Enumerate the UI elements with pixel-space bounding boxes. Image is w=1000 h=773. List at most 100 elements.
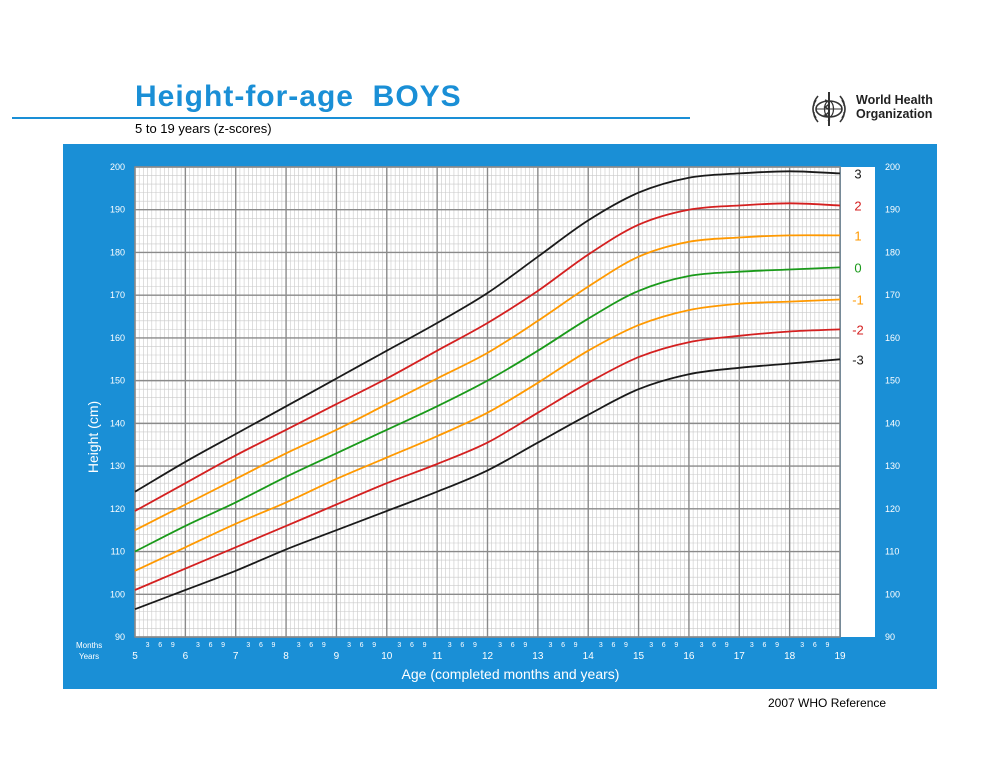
month-tick-label: 3 (498, 642, 502, 649)
month-tick-label: 6 (360, 642, 364, 649)
y-tick-label-left: 170 (110, 290, 125, 300)
years-row-label: Years (79, 652, 99, 661)
year-tick-label: 12 (482, 651, 494, 662)
month-tick-label: 3 (750, 642, 754, 649)
who-logo: World Health Organization (808, 88, 948, 130)
y-tick-label-left: 90 (115, 632, 125, 642)
reference-note: 2007 WHO Reference (768, 696, 887, 710)
months-row-label: Months (76, 641, 102, 650)
month-tick-label: 3 (649, 642, 653, 649)
year-tick-label: 7 (233, 651, 239, 662)
y-tick-label-right: 170 (885, 290, 900, 300)
year-tick-label: 18 (784, 651, 796, 662)
curve-zminus3 (134, 358, 841, 611)
y-tick-label-right: 140 (885, 418, 900, 428)
month-tick-label: 3 (548, 642, 552, 649)
month-tick-label: 3 (800, 642, 804, 649)
y-tick-label-right: 90 (885, 632, 895, 642)
y-tick-label-right: 110 (885, 547, 899, 557)
y-tick-label-left: 140 (110, 418, 125, 428)
y-tick-label-left: 120 (110, 504, 125, 514)
y-tick-label-left: 180 (110, 247, 125, 257)
y-tick-label-right: 180 (885, 247, 900, 257)
curve-label-strip (841, 167, 875, 637)
month-tick-label: 9 (674, 642, 678, 649)
year-tick-label: 11 (432, 651, 443, 662)
who-logo-line-1: World Health (856, 93, 933, 107)
y-tick-label-left: 200 (110, 162, 125, 172)
month-tick-label: 6 (158, 642, 162, 649)
month-tick-label: 3 (347, 642, 351, 649)
month-tick-label: 9 (272, 642, 276, 649)
year-tick-label: 14 (583, 651, 595, 662)
y-tick-label-left: 100 (110, 589, 125, 599)
month-tick-label: 3 (448, 642, 452, 649)
who-emblem-icon (812, 92, 846, 126)
month-tick-label: 3 (297, 642, 301, 649)
curve-label-z3: 3 (854, 166, 861, 181)
x-axis-title: Age (completed months and years) (402, 666, 620, 682)
y-tick-label-right: 120 (885, 504, 900, 514)
y-tick-label-right: 200 (885, 162, 900, 172)
curve-z0 (134, 266, 841, 553)
month-tick-label: 6 (511, 642, 515, 649)
month-tick-label: 9 (322, 642, 326, 649)
month-tick-label: 9 (423, 642, 427, 649)
y-tick-label-right: 190 (885, 205, 900, 215)
month-tick-label: 9 (624, 642, 628, 649)
curve-z2 (134, 202, 841, 512)
page-title: Height-for-age BOYS (135, 80, 462, 113)
year-tick-label: 15 (633, 651, 645, 662)
month-tick-label: 6 (763, 642, 767, 649)
month-tick-label: 3 (599, 642, 603, 649)
month-tick-label: 9 (171, 642, 175, 649)
month-tick-label: 6 (259, 642, 263, 649)
y-axis-title: Height (cm) (85, 401, 101, 473)
y-tick-label-left: 160 (110, 333, 125, 343)
curve-label-zminus2: -2 (852, 322, 864, 337)
month-tick-label: 3 (700, 642, 704, 649)
page-subtitle: 5 to 19 years (z-scores) (135, 121, 272, 136)
y-tick-label-right: 150 (885, 376, 900, 386)
y-tick-label-left: 190 (110, 205, 125, 215)
year-tick-label: 19 (834, 651, 846, 662)
month-tick-label: 9 (775, 642, 779, 649)
month-tick-label: 6 (662, 642, 666, 649)
curve-label-zminus1: -1 (852, 292, 864, 307)
y-tick-label-right: 130 (885, 461, 900, 471)
y-tick-label-left: 110 (111, 547, 125, 557)
month-tick-label: 9 (372, 642, 376, 649)
month-tick-label: 3 (246, 642, 250, 649)
month-tick-label: 6 (209, 642, 213, 649)
month-tick-label: 6 (611, 642, 615, 649)
curve-zminus1 (134, 298, 841, 572)
y-tick-label-left: 130 (110, 461, 125, 471)
year-tick-label: 13 (532, 651, 544, 662)
year-tick-label: 17 (734, 651, 746, 662)
year-tick-label: 16 (683, 651, 695, 662)
curve-label-z1: 1 (854, 228, 861, 243)
curve-label-zminus3: -3 (852, 352, 864, 367)
who-logo-text: World Health Organization (856, 93, 933, 121)
month-tick-label: 6 (561, 642, 565, 649)
curve-zminus2 (134, 328, 841, 591)
y-tick-label-left: 150 (110, 376, 125, 386)
year-tick-label: 10 (381, 651, 393, 662)
month-tick-label: 6 (813, 642, 817, 649)
month-tick-label: 9 (221, 642, 225, 649)
month-tick-label: 3 (146, 642, 150, 649)
y-tick-label-right: 160 (885, 333, 900, 343)
curve-z1 (134, 234, 841, 532)
curve-z3 (134, 170, 841, 493)
year-tick-label: 9 (334, 651, 340, 662)
title-underline (12, 117, 690, 119)
curve-label-z0: 0 (854, 260, 861, 275)
year-tick-label: 6 (183, 651, 189, 662)
year-tick-label: 8 (283, 651, 289, 662)
month-tick-label: 6 (712, 642, 716, 649)
month-tick-label: 9 (725, 642, 729, 649)
month-tick-label: 9 (523, 642, 527, 649)
month-tick-label: 9 (574, 642, 578, 649)
month-tick-label: 6 (309, 642, 313, 649)
